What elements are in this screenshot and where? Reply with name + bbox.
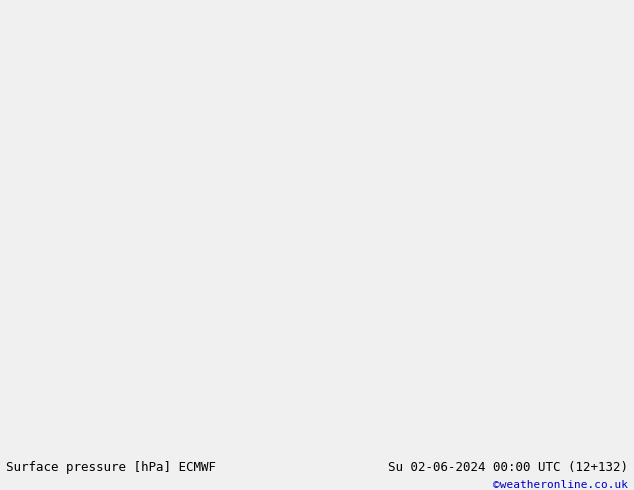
Text: Su 02-06-2024 00:00 UTC (12+132): Su 02-06-2024 00:00 UTC (12+132) [387,462,628,474]
Text: Surface pressure [hPa] ECMWF: Surface pressure [hPa] ECMWF [6,462,216,474]
Text: ©weatheronline.co.uk: ©weatheronline.co.uk [493,480,628,490]
